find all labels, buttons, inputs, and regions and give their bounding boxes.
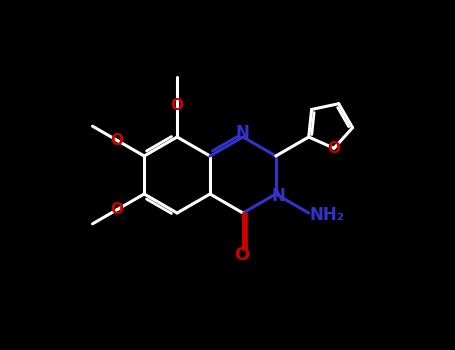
Text: O: O <box>234 246 249 264</box>
Text: O: O <box>328 141 340 156</box>
Text: N: N <box>236 124 250 142</box>
Text: NH₂: NH₂ <box>309 206 344 224</box>
Text: O: O <box>171 98 183 113</box>
Text: O: O <box>111 202 124 217</box>
Text: O: O <box>111 133 124 148</box>
Text: N: N <box>272 187 286 205</box>
